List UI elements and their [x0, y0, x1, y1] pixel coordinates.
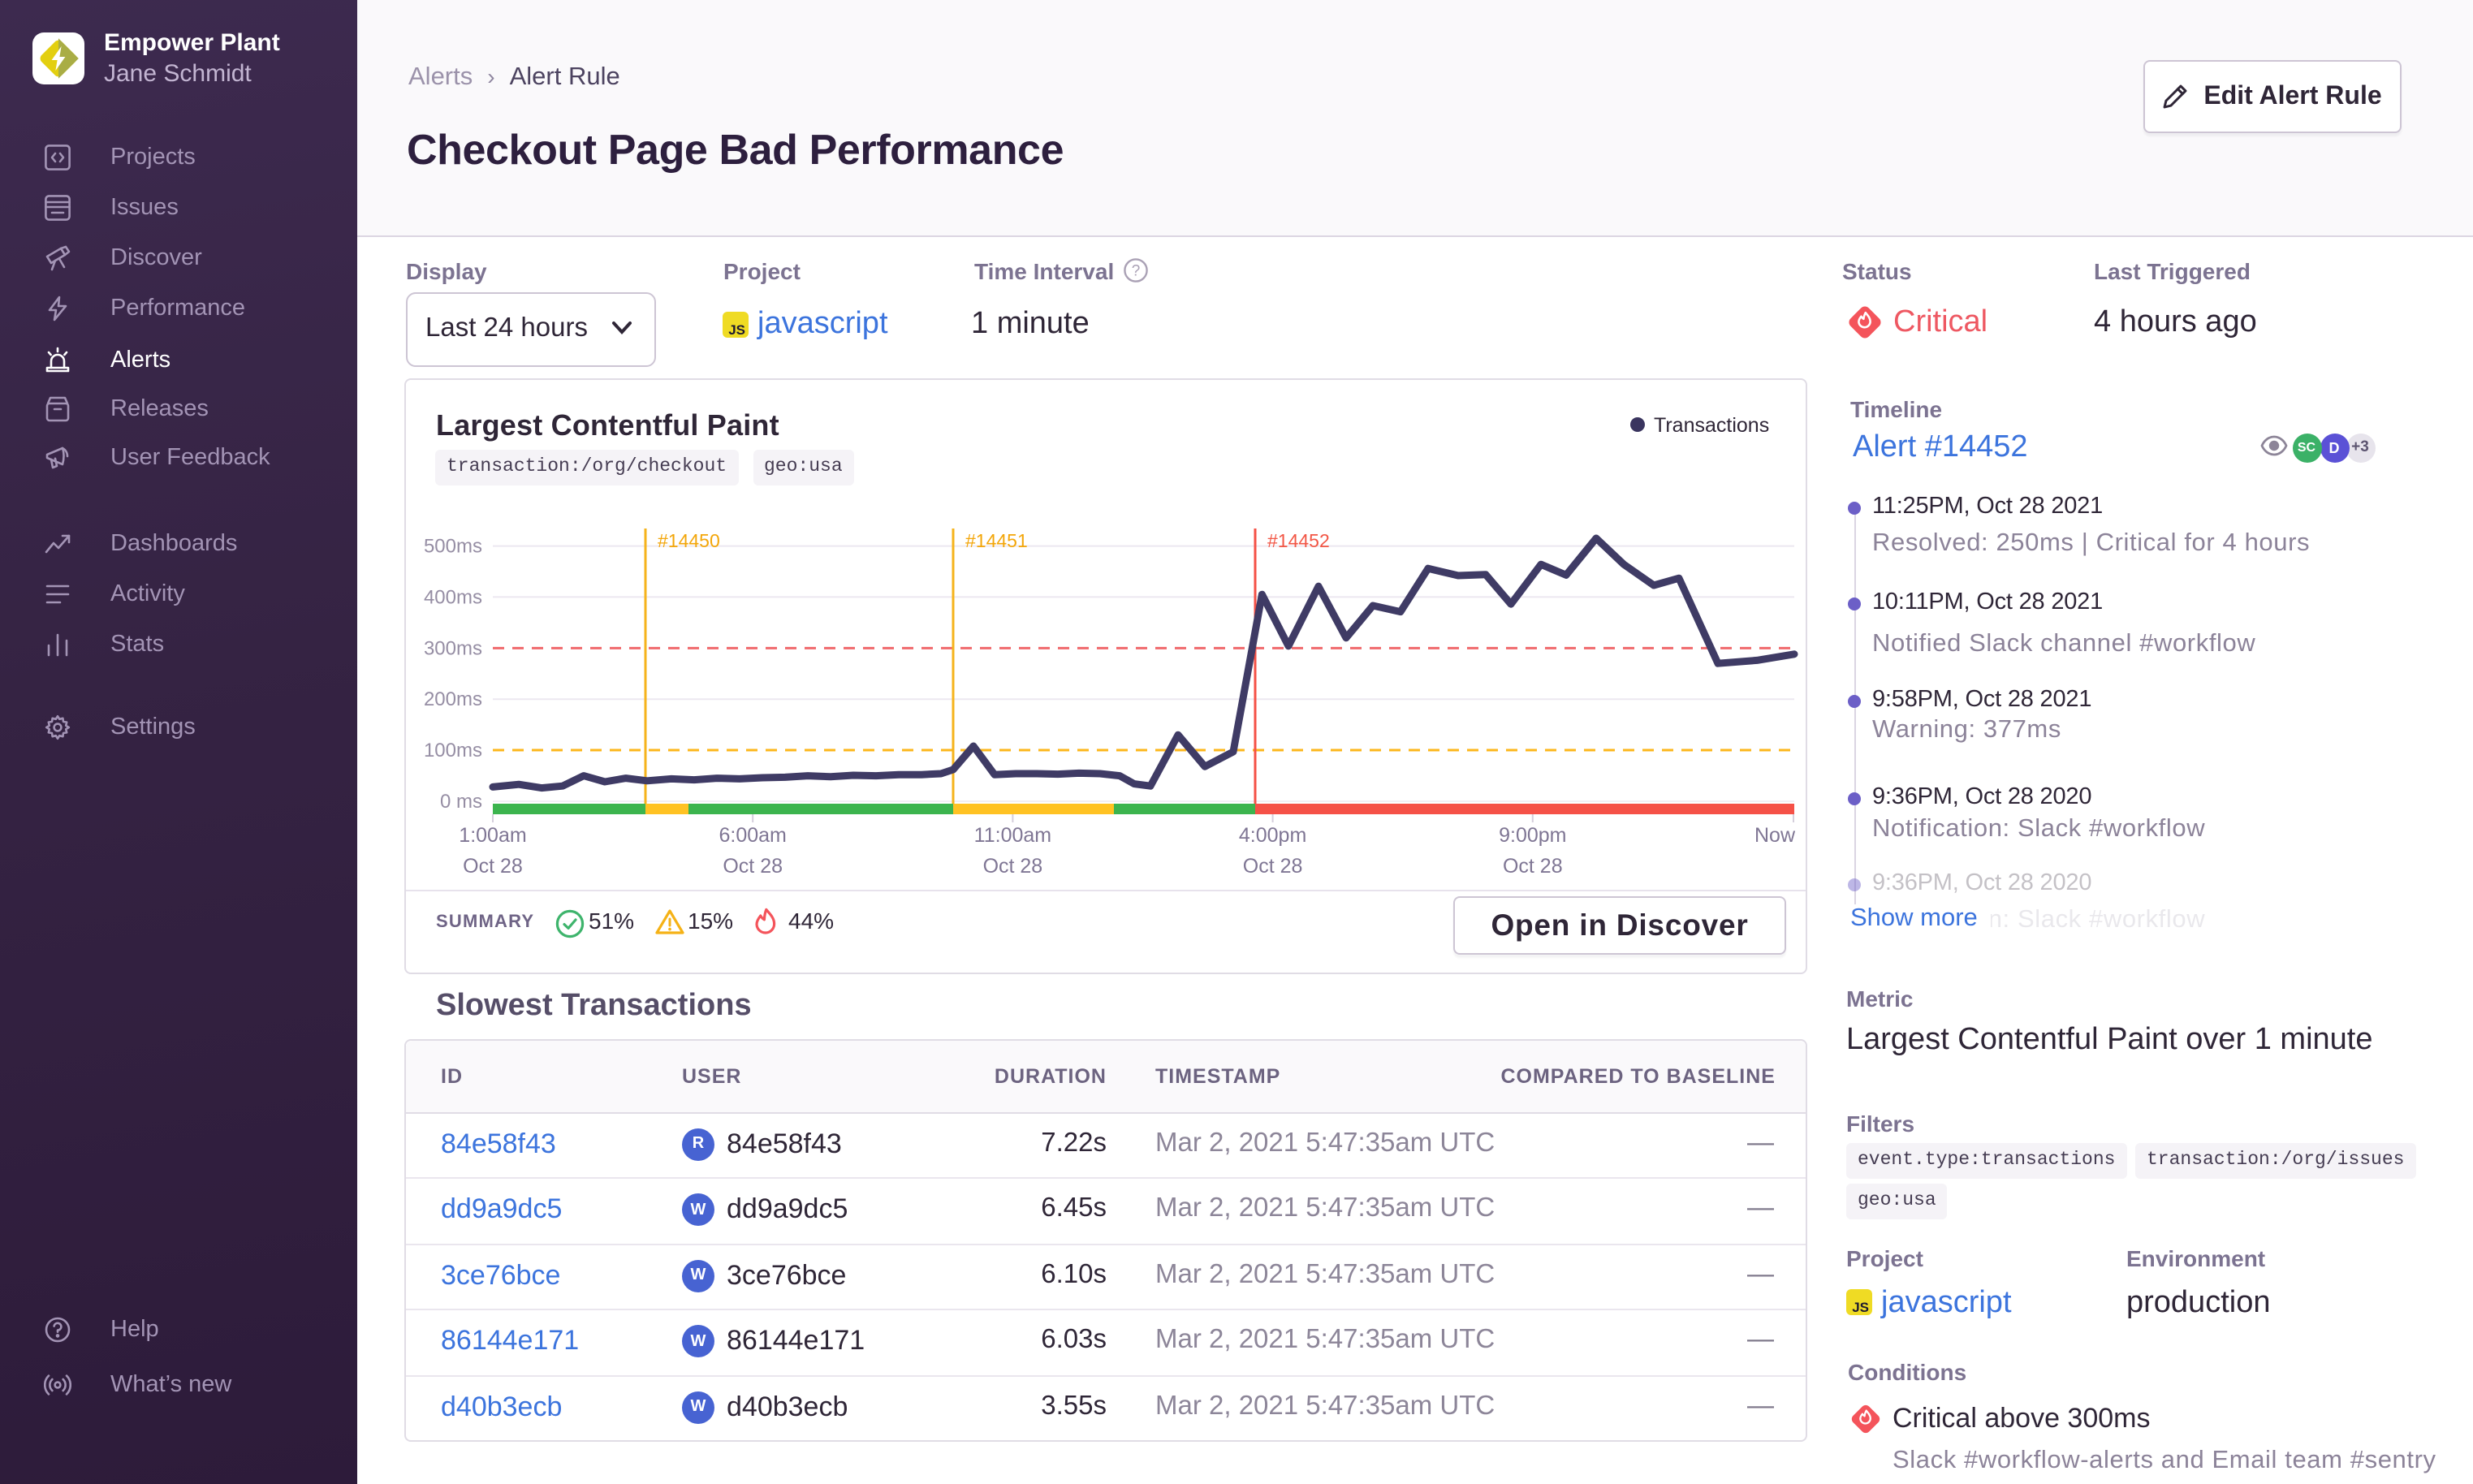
- svg-text:500ms: 500ms: [423, 536, 481, 558]
- svg-text:0 ms: 0 ms: [439, 791, 481, 813]
- svg-text:1:00am: 1:00am: [458, 824, 525, 847]
- svg-text:11:00am: 11:00am: [973, 824, 1051, 847]
- svg-text:#14451: #14451: [965, 530, 1027, 551]
- svg-text:9:00pm: 9:00pm: [1498, 824, 1565, 847]
- svg-text:Oct 28: Oct 28: [722, 855, 782, 878]
- svg-text:#14450: #14450: [657, 530, 719, 551]
- svg-text:Oct 28: Oct 28: [1502, 855, 1562, 878]
- svg-text:Oct 28: Oct 28: [462, 855, 522, 878]
- svg-text:300ms: 300ms: [423, 637, 481, 659]
- svg-text:100ms: 100ms: [423, 740, 481, 761]
- svg-text:200ms: 200ms: [423, 688, 481, 710]
- svg-text:?: ?: [1132, 261, 1141, 278]
- svg-text:Now: Now: [1754, 824, 1795, 847]
- svg-text:#14452: #14452: [1267, 530, 1329, 551]
- svg-text:Oct 28: Oct 28: [1242, 855, 1302, 878]
- svg-text:400ms: 400ms: [423, 586, 481, 608]
- svg-text:Oct 28: Oct 28: [982, 855, 1042, 878]
- svg-text:6:00am: 6:00am: [719, 824, 786, 847]
- svg-text:4:00pm: 4:00pm: [1238, 824, 1306, 847]
